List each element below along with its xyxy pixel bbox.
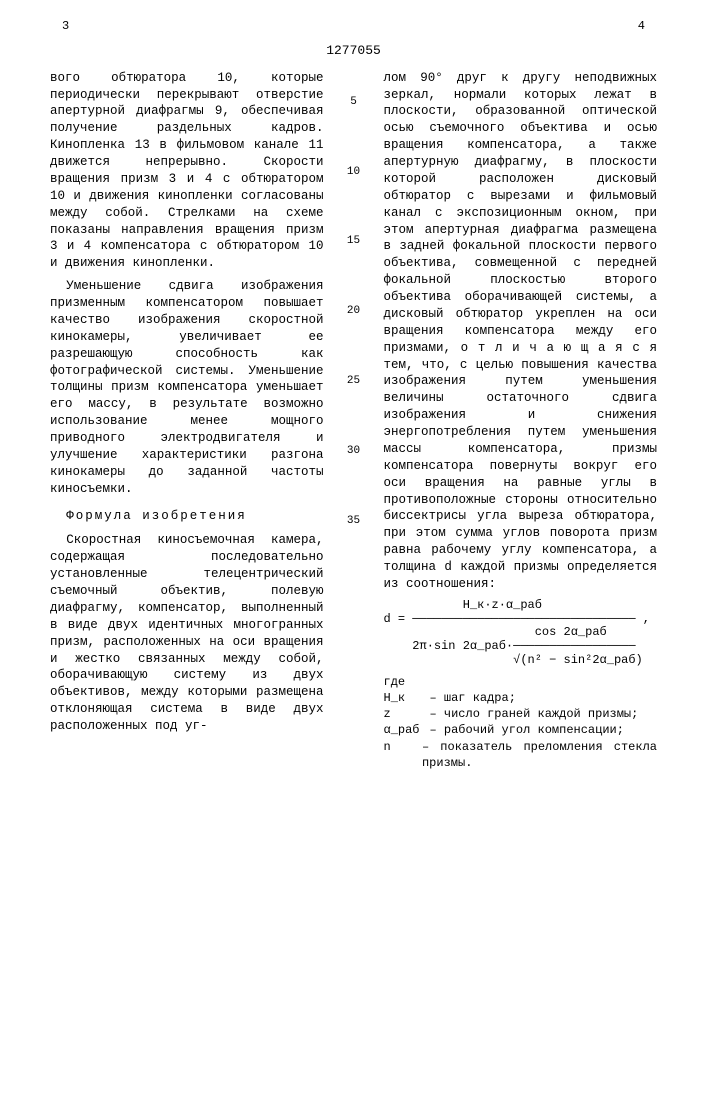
f-line: d = ─────────────────────────────── , [384,612,650,626]
right-column: лом 90° друг к другу неподвижных зеркал,… [384,70,658,771]
ln: 20 [346,304,362,319]
f-line: 2π·sin 2α_раб·───────────────── [384,639,636,653]
formula-block: H_к·z·α_раб d = ────────────────────────… [384,599,658,668]
where-sym: α_раб [384,722,430,738]
page-num-right: 4 [638,18,645,34]
ln: 15 [346,234,362,249]
patent-page: 3 4 1277055 вого обтюратора 10, которые … [0,0,707,1105]
columns: вого обтюратора 10, которые периодически… [50,70,657,771]
header-row: 3 4 [62,18,645,34]
line-numbers: 5 10 15 20 25 30 35 [346,70,362,771]
l-para1: вого обтюратора 10, которые периодически… [50,70,324,273]
where-sym: n [384,739,422,771]
where-sym: H_к [384,690,430,706]
where-txt: – шаг кадра; [430,690,516,706]
l-para2: Уменьшение сдвига изображения призменным… [50,278,324,497]
where-txt: – число граней каждой призмы; [430,706,639,722]
f-line: H_к·z·α_раб [384,598,542,612]
where-block: где H_к– шаг кадра; z– число граней кажд… [384,674,658,771]
page-num-left: 3 [62,18,69,34]
patent-number: 1277055 [50,42,657,60]
ln: 35 [346,514,362,529]
ln: 30 [346,444,362,459]
r-para1: лом 90° друг к другу неподвижных зеркал,… [384,70,658,593]
left-column: вого обтюратора 10, которые периодически… [50,70,324,771]
where-txt: – рабочий угол компенсации; [430,722,624,738]
where-txt: – показатель преломления стекла призмы. [422,739,657,771]
f-line: cos 2α_раб [384,625,607,639]
figure-2 [50,775,657,1095]
f-line: √(n² − sin²2α_раб) [384,653,643,667]
l-para3: Скоростная киносъемочная камера, содержа… [50,532,324,735]
claims-title: Формула изобретения [50,508,324,525]
figure-svg [94,775,614,1095]
where-sym: z [384,706,430,722]
ln: 25 [346,374,362,389]
where-intro: где [384,674,430,690]
ln: 10 [346,165,362,180]
ln: 5 [346,95,362,110]
